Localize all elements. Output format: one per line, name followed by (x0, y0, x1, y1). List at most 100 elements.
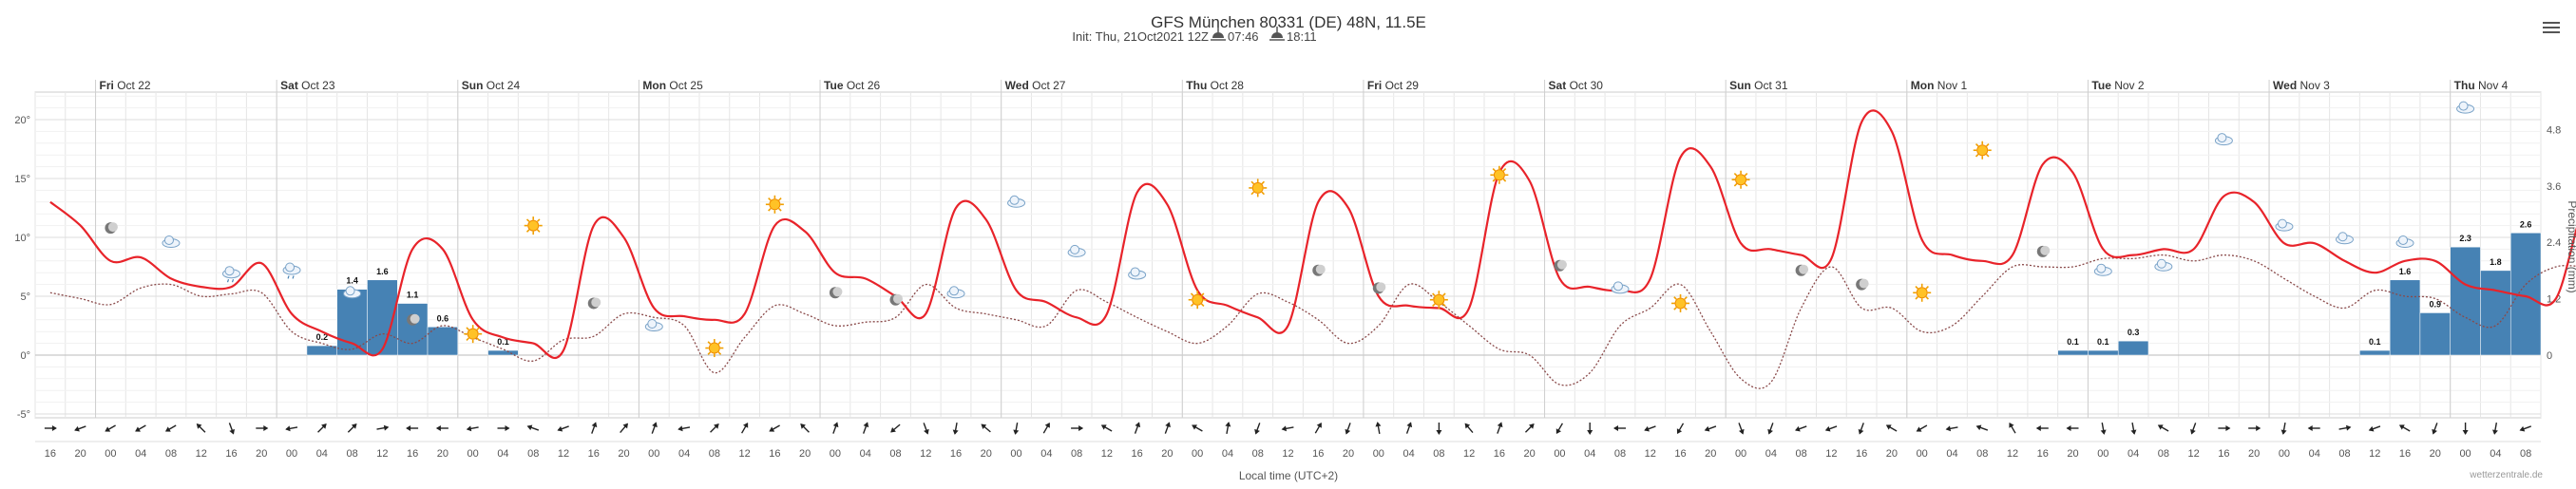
wind-arrow-head (263, 425, 269, 431)
x-tick-label: 16 (407, 448, 418, 460)
wind-arrow (710, 423, 719, 433)
cloud-puff (163, 235, 174, 245)
wind-arrow (1975, 424, 1989, 431)
wind-arrow (832, 422, 839, 434)
wind-arrow (1192, 424, 1203, 432)
wind-arrow-head (2398, 424, 2405, 430)
sun-ray (1915, 285, 1919, 290)
x-tick-label: 16 (1856, 448, 1867, 460)
precip-bar-label: 0.9 (2430, 299, 2442, 309)
precip-bar (487, 349, 519, 356)
chart-title: GFS München 80331 (DE) 48N, 11.5E (1151, 13, 1426, 31)
x-tick-label: 20 (1705, 448, 1716, 460)
sun-ray (778, 197, 782, 201)
x-tick-label: 00 (2097, 448, 2109, 460)
x-tick-label: 12 (1825, 448, 1837, 460)
wind-arrow-head (1975, 424, 1982, 431)
moon-shade (832, 287, 843, 297)
wind-arrow-head (1676, 428, 1683, 435)
x-tick-label: 12 (1101, 448, 1113, 460)
rain-drop (287, 275, 290, 279)
x-tick-label: 04 (2128, 448, 2139, 460)
y-right-tick-label: 3.6 (2547, 181, 2561, 193)
sun-icon (524, 216, 543, 235)
hamburger-menu-icon[interactable] (2543, 19, 2560, 34)
wind-arrow-head (1013, 429, 1020, 435)
x-tick-label: 04 (2309, 448, 2320, 460)
wind-arrow (800, 423, 810, 433)
sun-disc (1192, 293, 1204, 306)
cloud-icon (946, 286, 965, 299)
wind-arrow-head (1316, 422, 1322, 428)
wind-arrow (677, 425, 691, 432)
x-tick-label: 12 (376, 448, 388, 460)
x-tick-label: 08 (527, 448, 539, 460)
x-tick-label: 16 (2037, 448, 2049, 460)
wind-arrow (1524, 423, 1535, 433)
sun-ray (1915, 295, 1919, 300)
wind-arrow (1795, 425, 1807, 432)
credit[interactable]: wetterzentrale.de (2469, 470, 2543, 480)
moon-icon (1312, 264, 1326, 276)
x-tick-label: 08 (2338, 448, 2350, 460)
x-tick-label: 00 (1554, 448, 1565, 460)
sun-disc (1976, 144, 1989, 157)
y-right-tick-label: 1.2 (2547, 294, 2561, 306)
wind-arrow (1824, 425, 1838, 432)
wind-arrow-head (466, 425, 472, 432)
wind-arrow (862, 422, 869, 434)
sun-ray (1684, 296, 1688, 300)
wind-arrow (2432, 423, 2438, 435)
sunrise-icon (1211, 27, 1226, 41)
sun-ray (707, 341, 712, 345)
sun-ray (1975, 142, 1979, 147)
x-tick-label: 08 (1252, 448, 1264, 460)
precip-bar-label: 1.6 (2399, 267, 2412, 276)
x-tick-label: 12 (1463, 448, 1475, 460)
wind-arrow (1613, 425, 1626, 431)
wind-arrow-head (557, 425, 563, 432)
wind-arrow-head (1644, 425, 1650, 432)
sun-ray (768, 207, 772, 212)
sun-disc (1433, 293, 1445, 306)
precip-bar (2419, 312, 2451, 356)
rain-icon (222, 266, 241, 283)
x-tick-label: 20 (2067, 448, 2078, 460)
wind-arrow (347, 423, 357, 433)
x-tick-label: 12 (2007, 448, 2018, 460)
wind-arrow-head (2432, 428, 2437, 435)
wind-arrow (1013, 422, 1020, 435)
wind-arrow-head (2307, 425, 2313, 431)
sun-disc (769, 198, 781, 211)
precip-bar-label: 0.6 (437, 313, 449, 323)
wind-arrow-head (1858, 428, 1864, 435)
moon-icon (1856, 278, 1869, 291)
moon-icon (829, 287, 843, 299)
sun-icon (765, 195, 784, 214)
cloud-icon (1128, 267, 1147, 280)
wind-arrow (1555, 423, 1564, 435)
x-tick-label: 08 (1795, 448, 1806, 460)
wind-arrow (1858, 423, 1864, 435)
day-labels: Fri Oct 22 Sat Oct 23 Sun Oct 24 Mon Oct 25… (95, 79, 2509, 418)
wind-arrow-head (505, 425, 510, 431)
wind-arrow-head (1945, 425, 1952, 432)
wind-arrow-head (2100, 429, 2107, 435)
sun-disc (708, 342, 720, 354)
cloud-puff (2458, 101, 2469, 111)
wind-arrow-head (229, 428, 236, 435)
wind-arrow (1375, 422, 1382, 435)
precip-bar-label: 0.1 (497, 337, 509, 347)
wind-arrow (2338, 424, 2352, 431)
x-tick-label: 16 (45, 448, 56, 460)
wind-arrow (196, 423, 206, 433)
sun-ray (717, 351, 722, 355)
day-label: Thu Nov 4 (2454, 79, 2509, 92)
wind-arrow (406, 425, 419, 431)
cloud-puff (2337, 232, 2348, 242)
precip-bar-label: 1.1 (407, 291, 419, 300)
wind-arrow-head (890, 426, 896, 433)
wind-arrow (2307, 425, 2320, 431)
moon-shade (1556, 259, 1567, 270)
